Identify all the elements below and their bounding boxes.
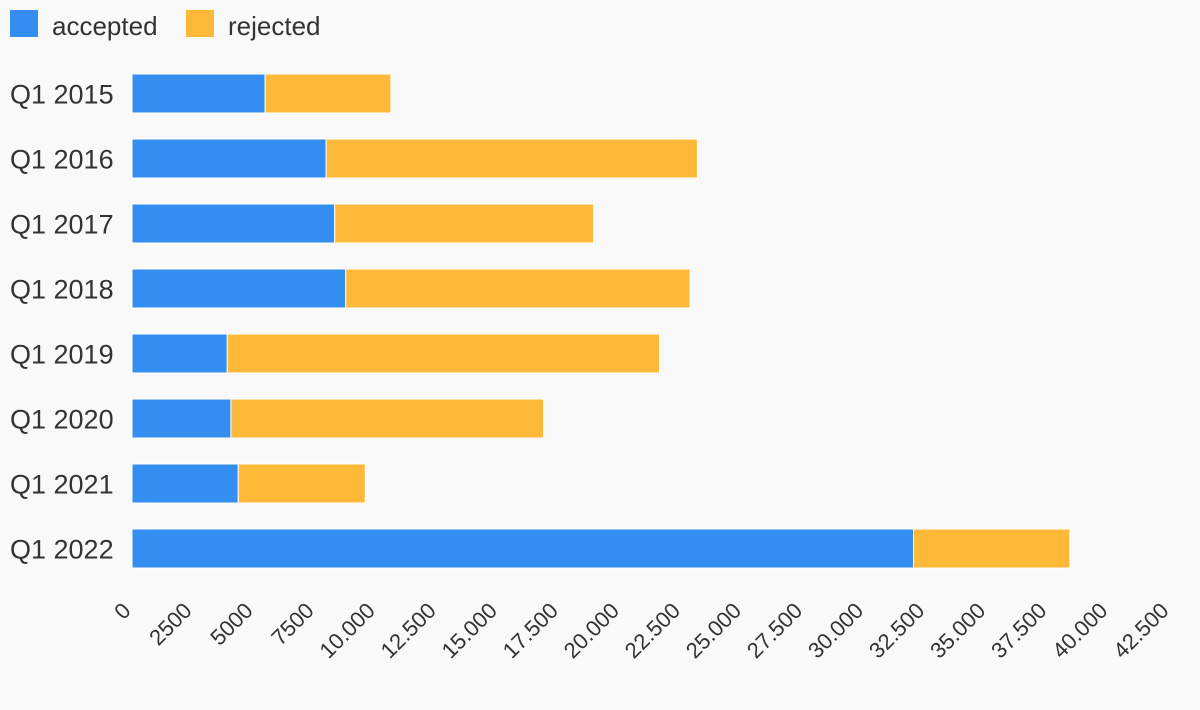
category-label: Q1 2020 xyxy=(10,405,114,435)
bar-accepted xyxy=(131,528,915,569)
bars xyxy=(131,73,1071,569)
x-tick-label: 12.500 xyxy=(376,598,441,663)
category-label: Q1 2021 xyxy=(10,470,114,500)
x-tick-label: 2500 xyxy=(144,598,196,650)
category-label: Q1 2017 xyxy=(10,210,114,240)
x-tick-label: 25.000 xyxy=(681,598,746,663)
bar-rejected xyxy=(264,73,392,114)
bar-rejected xyxy=(237,463,366,504)
value-axis: 0 2500 5000 750010.00012.50015.00017.50020.… xyxy=(109,598,1173,663)
legend-swatch-rejected xyxy=(186,10,214,37)
category-label: Q1 2022 xyxy=(10,535,114,565)
bar-accepted xyxy=(131,203,336,244)
category-label: Q1 2016 xyxy=(10,145,114,175)
x-tick-label: 35.000 xyxy=(925,598,990,663)
x-tick-label: 7500 xyxy=(266,598,318,650)
x-tick-label: 20.000 xyxy=(559,598,624,663)
bar-accepted xyxy=(131,268,347,309)
bar-rejected xyxy=(345,268,691,309)
x-tick-label: 15.000 xyxy=(437,598,502,663)
x-tick-label: 10.000 xyxy=(315,598,380,663)
legend-label-rejected: rejected xyxy=(228,11,321,41)
bar-rejected xyxy=(913,528,1071,569)
x-tick-label: 30.000 xyxy=(803,598,868,663)
bar-rejected xyxy=(226,333,661,374)
bar-accepted xyxy=(131,73,266,114)
bar-rejected xyxy=(325,138,698,179)
x-tick-label: 17.500 xyxy=(498,598,563,663)
bar-rejected xyxy=(230,398,545,439)
x-tick-label: 40.000 xyxy=(1047,598,1112,663)
bar-accepted xyxy=(131,398,232,439)
category-label: Q1 2015 xyxy=(10,80,114,110)
x-tick-label: 0 xyxy=(109,598,135,624)
bar-rejected xyxy=(334,203,595,244)
legend-swatch-accepted xyxy=(10,10,38,37)
x-tick-label: 42.500 xyxy=(1108,598,1173,663)
bar-accepted xyxy=(131,463,239,504)
legend: accepted rejected xyxy=(10,10,321,41)
x-tick-label: 37.500 xyxy=(986,598,1051,663)
bar-accepted xyxy=(131,138,327,179)
x-tick-label: 5000 xyxy=(205,598,257,650)
x-tick-label: 32.500 xyxy=(864,598,929,663)
legend-label-accepted: accepted xyxy=(52,11,158,41)
category-label: Q1 2018 xyxy=(10,275,114,305)
x-tick-label: 27.500 xyxy=(742,598,807,663)
bar-accepted xyxy=(131,333,228,374)
category-label: Q1 2019 xyxy=(10,340,114,370)
category-axis: Q1 2015 Q1 2016 Q1 2017 Q1 2018 Q1 2019 Q1 20… xyxy=(10,80,114,565)
x-tick-label: 22.500 xyxy=(620,598,685,663)
